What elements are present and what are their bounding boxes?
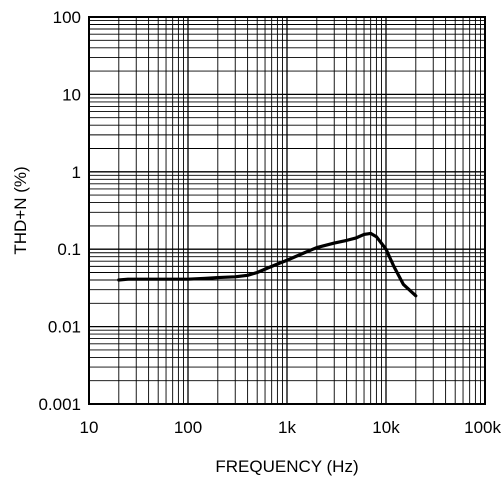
y-tick-label: 0.01 xyxy=(48,318,81,337)
x-tick-label: 10 xyxy=(80,418,99,437)
y-tick-labels: 0.001 0.01 0.1 1 10 100 xyxy=(38,8,81,414)
grid xyxy=(88,17,485,405)
x-tick-label: 10k xyxy=(372,418,400,437)
x-tick-label: 100 xyxy=(174,418,202,437)
x-tick-label: 1k xyxy=(278,418,296,437)
y-tick-label: 1 xyxy=(72,163,81,182)
x-tick-label: 100k xyxy=(464,418,501,437)
plot-frame xyxy=(88,16,486,405)
y-tick-label: 0.001 xyxy=(38,395,81,414)
y-axis-title: THD+N (%) xyxy=(11,166,30,254)
y-tick-label: 0.1 xyxy=(57,240,81,259)
series-line-1 xyxy=(117,231,418,298)
y-tick-label: 10 xyxy=(62,85,81,104)
series-layer xyxy=(117,231,418,298)
y-tick-label: 100 xyxy=(53,8,81,27)
x-axis-title: FREQUENCY (Hz) xyxy=(215,457,358,476)
x-tick-labels: 10 100 1k 10k 100k xyxy=(80,418,502,437)
